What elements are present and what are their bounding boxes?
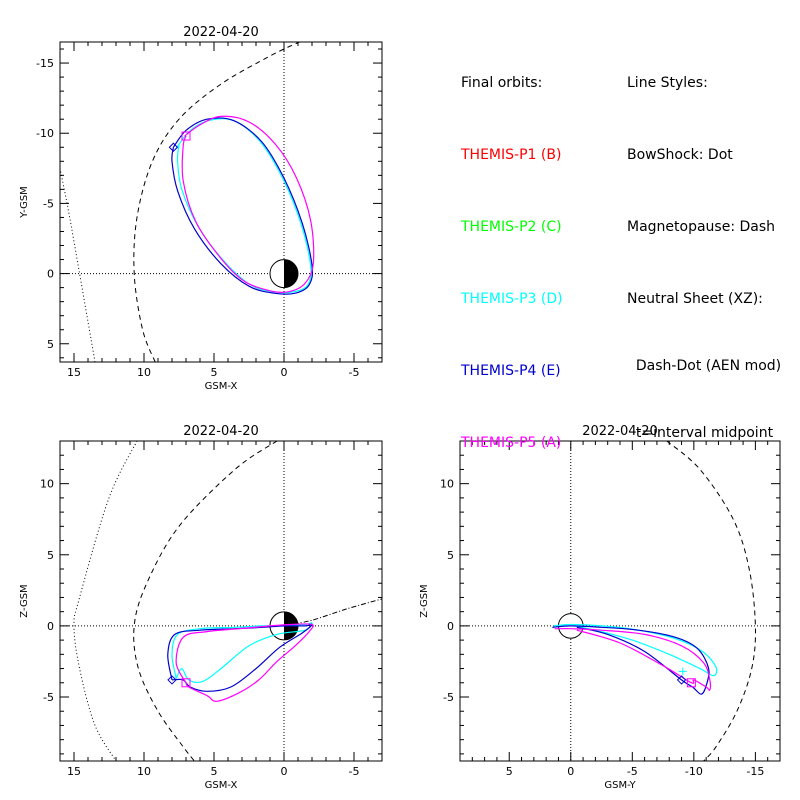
- y-tick-label: 10: [440, 478, 454, 491]
- legend-probe-p1: THEMIS-P1 (B): [461, 147, 562, 163]
- legend-probe-p5: THEMIS-P5 (A): [461, 435, 562, 451]
- y-tick-label: 0: [447, 620, 454, 633]
- y-tick-label: -5: [443, 691, 454, 704]
- position-marker-plus: [678, 667, 687, 676]
- position-marker-square: [686, 678, 696, 688]
- y-axis-label: Z-GSM: [19, 584, 30, 617]
- orbit-themis-p5-a: [554, 628, 712, 691]
- position-marker-diamond: [676, 675, 687, 685]
- x-tick-label: 0: [281, 366, 288, 379]
- plot-frame: [459, 440, 781, 762]
- orbit-themis-p3-d: [553, 623, 718, 677]
- y-tick-label: 0: [47, 268, 54, 281]
- plot-frame: [59, 440, 383, 762]
- plot-frame: [59, 41, 383, 363]
- bow-shock-line: [60, 168, 96, 362]
- orbit-themis-p3-d: [171, 622, 313, 683]
- x-tick-label: -5: [349, 366, 360, 379]
- axis-ticks: 5 0 -5 -10 -15 10 5 0 -5: [440, 440, 781, 778]
- position-marker-square: [181, 678, 191, 688]
- orbit-themis-p5-a: [175, 623, 314, 702]
- legend-probe-p2: THEMIS-P2 (C): [461, 219, 562, 235]
- y-tick-label: 5: [447, 549, 454, 562]
- axis-ticks: 15 10 5 0 -5 10 5 0 -5: [40, 440, 383, 778]
- position-marker-diamond: [167, 675, 177, 685]
- plot-area: [60, 42, 382, 362]
- plot-area: [60, 441, 382, 761]
- y-tick-label: 5: [47, 338, 54, 351]
- x-tick-label: 15: [67, 366, 81, 379]
- style-midpoint-note: t=interval midpoint: [627, 425, 774, 441]
- y-axis-label: Y-GSM: [19, 186, 30, 219]
- orbit-themis-p4-e: [552, 625, 710, 695]
- legend-probe-p4: THEMIS-P4 (E): [461, 363, 561, 379]
- y-axis-label: Z-GSM: [419, 584, 430, 617]
- y-tick-label: -5: [43, 691, 54, 704]
- orbits-legend: Final orbits: THEMIS-P1 (B) THEMIS-P2 (C…: [461, 23, 563, 479]
- style-magnetopause: Magnetopause: Dash: [627, 219, 776, 235]
- y-tick-label: -5: [43, 197, 54, 210]
- x-tick-label: 0: [281, 765, 288, 778]
- x-tick-label: -5: [627, 765, 638, 778]
- plot-area: [460, 441, 780, 761]
- y-tick-label: -15: [36, 57, 54, 70]
- axis-ticks: 15 10 5 0 -5 5 0 -5 -10 -15: [36, 42, 383, 379]
- y-tick-label: 5: [47, 549, 54, 562]
- line-styles-legend: Line Styles: BowShock: Dot Magnetopause:…: [627, 23, 781, 464]
- neutral-sheet-line: [283, 598, 382, 627]
- x-tick-label: -5: [349, 765, 360, 778]
- x-tick-label: 10: [137, 765, 151, 778]
- x-tick-label: 15: [67, 765, 81, 778]
- x-tick-label: 0: [567, 765, 574, 778]
- x-tick-label: 5: [506, 765, 513, 778]
- orbit-themis-p5-a: [181, 115, 315, 293]
- x-tick-label: 5: [211, 765, 218, 778]
- x-axis-label: GSM-X: [205, 780, 238, 791]
- chart-title: 2022-04-20: [183, 424, 259, 439]
- y-tick-label: -10: [36, 127, 54, 140]
- chart-title: 2022-04-20: [582, 424, 658, 439]
- x-tick-label: -15: [746, 765, 764, 778]
- earth-symbol: [269, 259, 299, 289]
- style-neutral-sheet: Neutral Sheet (XZ):: [627, 291, 763, 307]
- panel-xy: 15 10 5 0 -5 5 0 -5 -10 -15 2022-04-20 GSM-X Y-GSM: [19, 25, 383, 392]
- position-marker-square: [181, 131, 191, 141]
- y-tick-label: 10: [40, 478, 54, 491]
- line-styles-title: Line Styles:: [627, 75, 708, 91]
- magnetopause-line: [133, 441, 278, 761]
- position-marker-diamond: [168, 142, 179, 152]
- x-tick-label: 10: [137, 366, 151, 379]
- chart-title: 2022-04-20: [183, 25, 259, 40]
- y-tick-label: 0: [47, 620, 54, 633]
- x-tick-label: 5: [211, 366, 218, 379]
- magnetopause-line: [666, 441, 756, 761]
- legend-probe-p3: THEMIS-P3 (D): [461, 291, 563, 307]
- bow-shock-line: [73, 441, 138, 761]
- panel-yz: 5 0 -5 -10 -15 10 5 0 -5 2022-04-20 GSM-Y Z-GSM: [419, 424, 781, 791]
- orbits-legend-title: Final orbits:: [461, 75, 543, 91]
- x-tick-label: -10: [685, 765, 703, 778]
- style-bowshock: BowShock: Dot: [627, 147, 733, 163]
- orbit-themis-p4-e: [171, 117, 314, 295]
- x-axis-label: GSM-X: [205, 381, 238, 392]
- style-neutral-sheet-mod: Dash-Dot (AEN mod): [627, 358, 782, 374]
- x-axis-label: GSM-Y: [604, 780, 636, 791]
- panel-xz: 15 10 5 0 -5 10 5 0 -5 2022-04-20 GSM-X Z-GSM: [19, 424, 383, 791]
- magnetopause-line: [133, 42, 300, 362]
